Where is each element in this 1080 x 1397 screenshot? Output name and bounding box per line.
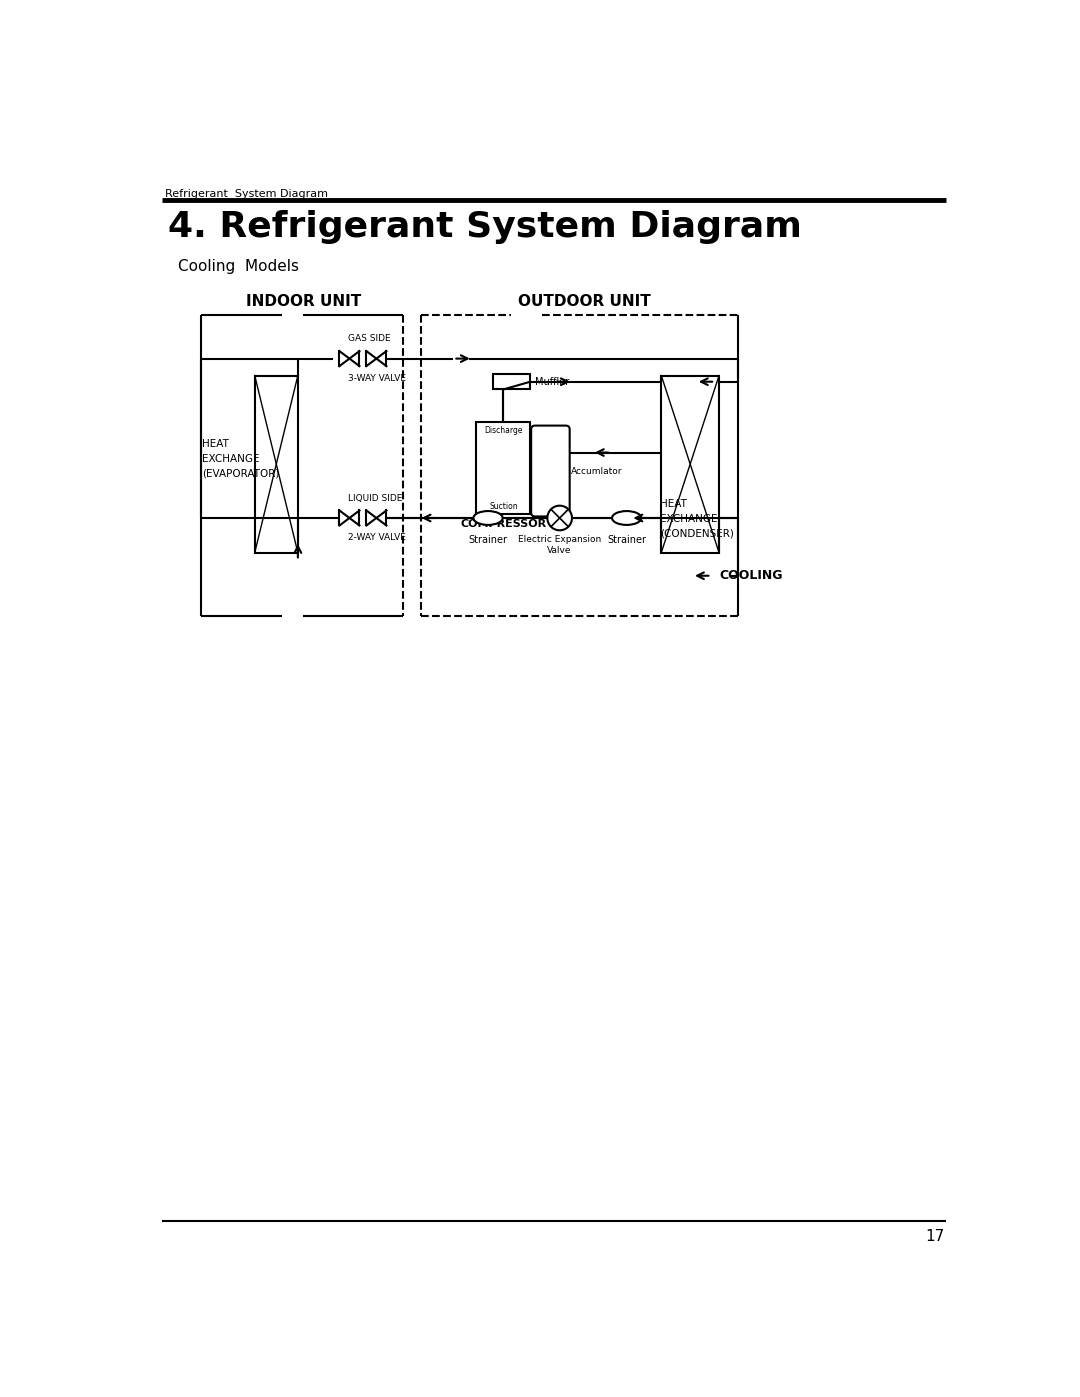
Text: 17: 17 [926,1229,945,1243]
Text: Muffler: Muffler [535,377,569,387]
Bar [255,376,298,553]
Text: Strainer: Strainer [607,535,646,545]
Text: Discharge: Discharge [484,426,523,436]
Circle shape [548,506,572,531]
Text: HEAT
EXCHANGE
(CONDENSER): HEAT EXCHANGE (CONDENSER) [660,499,733,538]
Bar [476,422,530,514]
Text: Accumlator: Accumlator [570,467,622,475]
Text: Strainer: Strainer [469,535,508,545]
Text: COMPRESSOR: COMPRESSOR [460,518,546,528]
Text: OUTDOOR UNIT: OUTDOOR UNIT [518,293,650,309]
Text: GAS SIDE: GAS SIDE [348,334,391,344]
Bar [661,376,719,553]
Text: Cooling  Models: Cooling Models [178,258,299,274]
Ellipse shape [473,511,502,525]
Text: Electric Expansion
Valve: Electric Expansion Valve [518,535,602,555]
Text: Suction: Suction [489,502,517,511]
Text: COOLING: COOLING [719,569,783,583]
Text: 3-WAY VALVE: 3-WAY VALVE [348,374,406,383]
FancyBboxPatch shape [531,426,569,517]
Text: HEAT
EXCHANGE
(EVAPORATOR): HEAT EXCHANGE (EVAPORATOR) [202,439,280,479]
Bar [494,374,530,390]
Text: INDOOR UNIT: INDOOR UNIT [245,293,361,309]
Ellipse shape [612,511,642,525]
Text: 4. Refrigerant System Diagram: 4. Refrigerant System Diagram [168,210,802,244]
Text: LIQUID SIDE: LIQUID SIDE [348,493,402,503]
Text: Refrigerant  System Diagram: Refrigerant System Diagram [164,189,327,200]
Text: 2-WAY VALVE: 2-WAY VALVE [348,534,406,542]
